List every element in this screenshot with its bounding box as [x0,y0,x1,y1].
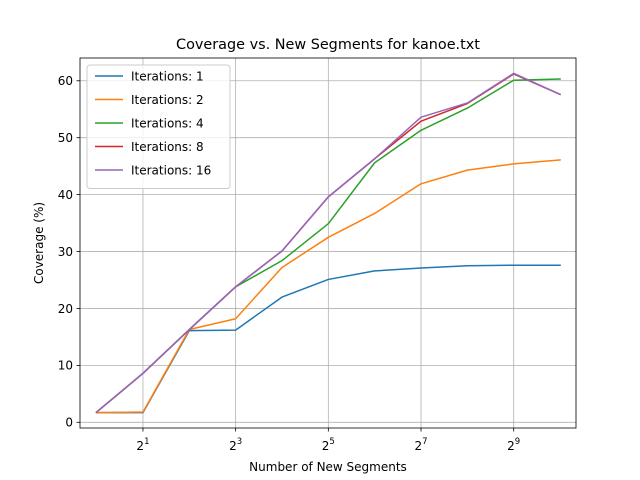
x-tick-label: 23 [229,437,242,453]
x-tick-label: 27 [414,437,427,453]
legend-label: Iterations: 16 [131,163,211,177]
legend-label: Iterations: 8 [131,140,204,154]
y-tick-label: 20 [58,302,73,316]
series-line-5 [95,72,562,414]
y-axis-ticks: 0 10 20 30 40 50 60 [58,74,80,430]
x-axis-label: Number of New Segments [249,460,407,474]
chart-title: Coverage vs. New Segments for kanoe.txt [176,37,480,53]
y-tick-label: 50 [58,131,73,145]
y-tick-label: 30 [58,245,73,259]
series-line-2 [95,159,561,414]
x-axis-ticks: 21 23 25 27 29 [136,428,520,453]
y-tick-label: 10 [58,359,73,373]
series-lines [95,72,562,414]
y-tick-label: 40 [58,188,73,202]
x-tick-label: 21 [136,437,149,453]
y-tick-label: 60 [58,74,73,88]
grid [80,58,576,428]
legend-box [86,64,231,189]
x-tick-label: 25 [322,437,335,453]
legend-label: Iterations: 4 [131,116,204,130]
y-axis-label: Coverage (%) [32,202,46,284]
y-tick-label: 0 [65,416,73,430]
legend-label: Iterations: 2 [131,93,204,107]
legend: Iterations: 1 Iterations: 2 Iterations: 4 I… [86,64,231,189]
legend-label: Iterations: 1 [131,69,204,83]
x-tick-label: 29 [507,437,520,453]
